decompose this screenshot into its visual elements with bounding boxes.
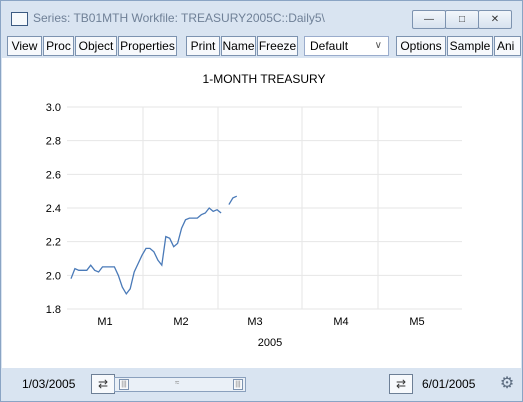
freeze-button[interactable]: Freeze bbox=[257, 36, 298, 56]
line-chart: 1-MONTH TREASURY 2005 3.0 2.8 2.6 2.4 2.2 2.0… bbox=[46, 72, 462, 349]
proc-button[interactable]: Proc bbox=[43, 36, 74, 56]
x-axis-label: 2005 bbox=[258, 337, 282, 349]
chart-grid bbox=[67, 106, 462, 310]
options-button[interactable]: Options bbox=[396, 36, 446, 56]
sample-start-date: 1/03/2005 bbox=[22, 377, 76, 391]
series-line bbox=[70, 207, 222, 296]
slider-track-grip: ≈ bbox=[175, 378, 180, 387]
series-line bbox=[228, 195, 238, 205]
swap-arrows-icon[interactable]: ⇄ bbox=[389, 374, 413, 394]
chevron-down-icon: ∨ bbox=[374, 40, 382, 51]
sample-button[interactable]: Sample bbox=[447, 36, 493, 56]
x-tick-label: M1 bbox=[97, 316, 112, 328]
sample-end-date: 6/01/2005 bbox=[422, 377, 476, 391]
x-axis-ticks: M1 M2 M3 M4 M5 bbox=[97, 316, 424, 328]
close-icon: ✕ bbox=[490, 14, 500, 25]
y-tick-label: 1.8 bbox=[46, 304, 61, 316]
y-tick-label: 2.0 bbox=[46, 270, 61, 282]
x-tick-label: M2 bbox=[173, 316, 188, 328]
graph-template-dropdown[interactable]: Default ∨ bbox=[304, 36, 389, 56]
x-tick-label: M3 bbox=[247, 316, 262, 328]
title-bar[interactable]: Series: TB01MTH Workfile: TREASURY2005C:… bbox=[1, 1, 522, 35]
dropdown-value: Default bbox=[310, 39, 349, 53]
gear-icon[interactable]: ⚙ bbox=[499, 375, 515, 392]
toolbar: View Proc Object Properties Print Name F… bbox=[1, 35, 522, 58]
y-tick-label: 2.8 bbox=[46, 136, 61, 148]
chart-title: 1-MONTH TREASURY bbox=[203, 72, 326, 86]
maximize-button[interactable]: □ bbox=[445, 10, 479, 29]
ani-button[interactable]: Ani bbox=[494, 36, 521, 56]
slider-start-handle[interactable]: ||| bbox=[119, 379, 129, 390]
x-tick-label: M5 bbox=[409, 316, 424, 328]
y-tick-label: 2.6 bbox=[46, 169, 61, 181]
swap-arrows-icon[interactable]: ⇄ bbox=[91, 374, 115, 394]
properties-button[interactable]: Properties bbox=[118, 36, 177, 56]
slider-end-handle[interactable]: ||| bbox=[233, 379, 243, 390]
sample-range-slider[interactable]: ||| ≈ ||| bbox=[114, 377, 246, 392]
y-tick-label: 2.2 bbox=[46, 237, 61, 249]
graph-area: 1-MONTH TREASURY 2005 3.0 2.8 2.6 2.4 2.2 2.0… bbox=[2, 58, 521, 368]
x-tick-label: M4 bbox=[333, 316, 348, 328]
close-button[interactable]: ✕ bbox=[478, 10, 512, 29]
y-tick-label: 2.4 bbox=[46, 203, 61, 215]
view-button[interactable]: View bbox=[7, 36, 42, 56]
minimize-button[interactable]: — bbox=[412, 10, 446, 29]
y-tick-label: 3.0 bbox=[46, 102, 61, 114]
series-window-icon bbox=[11, 12, 28, 26]
y-axis-ticks: 3.0 2.8 2.6 2.4 2.2 2.0 1.8 bbox=[46, 102, 61, 316]
print-button[interactable]: Print bbox=[186, 36, 220, 56]
status-bar: 1/03/2005 ⇄ ||| ≈ ||| ⇄ 6/01/2005 ⚙ bbox=[1, 369, 522, 401]
name-button[interactable]: Name bbox=[221, 36, 256, 56]
maximize-icon: □ bbox=[458, 14, 466, 25]
object-button[interactable]: Object bbox=[75, 36, 117, 56]
plot-series bbox=[70, 195, 238, 296]
minimize-icon: — bbox=[424, 14, 434, 25]
window-title: Series: TB01MTH Workfile: TREASURY2005C:… bbox=[33, 11, 325, 25]
